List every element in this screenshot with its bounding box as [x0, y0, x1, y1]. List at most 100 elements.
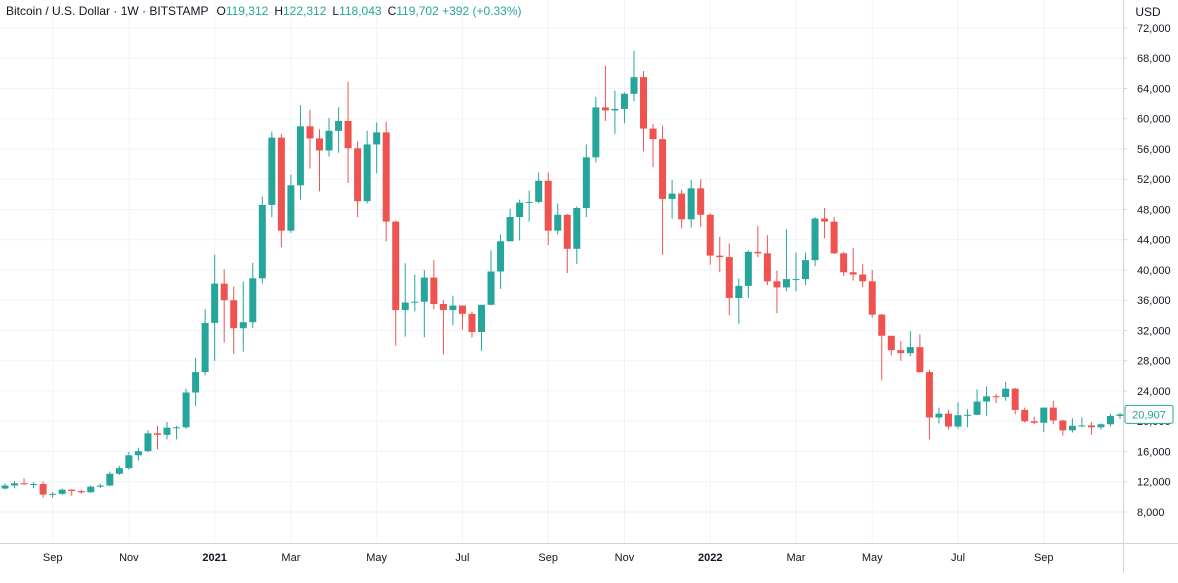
candle-body [983, 396, 991, 402]
y-tick-label: 72,000 [1137, 23, 1171, 35]
legend-header: Bitcoin / U.S. Dollar · 1W · BITSTAMP O11… [6, 4, 521, 18]
x-tick-label: Mar [787, 552, 806, 564]
candle-body [601, 107, 609, 111]
candle-body [1087, 425, 1095, 428]
candle-body [1040, 407, 1048, 423]
candle-body [315, 138, 323, 151]
x-tick-label: Nov [615, 552, 635, 564]
candle-body [192, 372, 200, 393]
candle-body [20, 483, 28, 485]
ohlc-value: 122,312 [283, 4, 327, 18]
ohlc-value: 118,043 [339, 4, 382, 18]
candle-body [1011, 388, 1019, 410]
ohlc-value: 119,702 [396, 4, 439, 18]
candle-body [287, 185, 295, 231]
candle-body [211, 283, 219, 323]
candle-body [973, 401, 981, 415]
y-tick-label: 64,000 [1137, 83, 1171, 95]
y-tick-label: 68,000 [1137, 53, 1171, 65]
candle-body [49, 493, 57, 495]
candle-body [554, 214, 562, 231]
candle-body [640, 77, 648, 129]
y-tick-label: 28,000 [1137, 356, 1171, 368]
candle-body [687, 188, 695, 220]
candle-body [296, 126, 304, 186]
change: +392 (+0.33%) [442, 4, 522, 18]
candle-body [30, 484, 38, 486]
candle-body [1068, 425, 1076, 431]
candle-body [1097, 424, 1105, 428]
candle-body [678, 193, 686, 220]
candle-body [401, 302, 409, 311]
currency-label: USD [1135, 5, 1161, 19]
candle-body [87, 486, 95, 493]
candle-body [1021, 409, 1029, 422]
y-tick-label: 8,000 [1137, 507, 1165, 519]
candle-body [849, 272, 857, 275]
candle-body [944, 413, 952, 427]
candle-body [668, 193, 676, 199]
candle-body [592, 107, 600, 158]
candle-body [821, 218, 829, 222]
candle-body [620, 93, 628, 109]
candle-body [458, 305, 466, 314]
candle-body [1002, 388, 1010, 398]
candle-body [1049, 407, 1057, 421]
y-tick-label: 56,000 [1137, 144, 1171, 156]
candle-body [563, 214, 571, 249]
candle-body [420, 277, 428, 302]
y-tick-label: 48,000 [1137, 204, 1171, 216]
candle-body [582, 157, 590, 208]
candle-body [802, 260, 810, 280]
candle-body [411, 301, 419, 303]
candle-body [487, 271, 495, 305]
candle-body [992, 396, 1000, 398]
candle-body [1106, 415, 1114, 425]
candle-body [230, 300, 238, 329]
candle-body [106, 473, 114, 486]
candle-body [39, 484, 47, 495]
candle-body [497, 241, 505, 272]
candle-body [735, 285, 743, 298]
candle-body [11, 483, 19, 486]
candle-body [964, 414, 972, 416]
x-tick-label: 2021 [202, 552, 226, 564]
candle-body [354, 148, 362, 202]
candle-body [220, 283, 228, 301]
candle-body [630, 77, 638, 94]
candle-body [868, 281, 876, 315]
candle-body [153, 433, 161, 435]
candle-body [830, 221, 838, 254]
symbol-title: Bitcoin / U.S. Dollar · 1W · BITSTAMP [6, 4, 209, 18]
candle-body [659, 139, 667, 199]
last-price-label: 20,907 [1132, 409, 1166, 421]
candle-body [535, 180, 543, 202]
y-tick-label: 60,000 [1137, 114, 1171, 126]
candle-body [430, 277, 438, 305]
y-tick-label: 16,000 [1137, 446, 1171, 458]
candle-body [1116, 414, 1124, 416]
candle-body [954, 415, 962, 427]
candle-body [58, 489, 66, 494]
candle-body [258, 204, 266, 279]
candle-body [706, 214, 714, 256]
candle-body [716, 255, 724, 258]
candle-body [516, 202, 524, 218]
candle-body [335, 121, 343, 131]
candle-body [77, 491, 85, 493]
candle-body [754, 251, 762, 254]
candle-body [134, 451, 142, 456]
candle-body [744, 251, 752, 286]
candle-body [773, 281, 781, 288]
candle-body [906, 347, 914, 354]
candle-body [392, 221, 400, 311]
candle-body [1, 485, 9, 489]
candle-body [363, 144, 371, 202]
candle-body [382, 132, 390, 222]
ohlc-key: C [387, 4, 397, 18]
candle-body [887, 335, 895, 351]
x-tick-label: May [862, 552, 883, 564]
